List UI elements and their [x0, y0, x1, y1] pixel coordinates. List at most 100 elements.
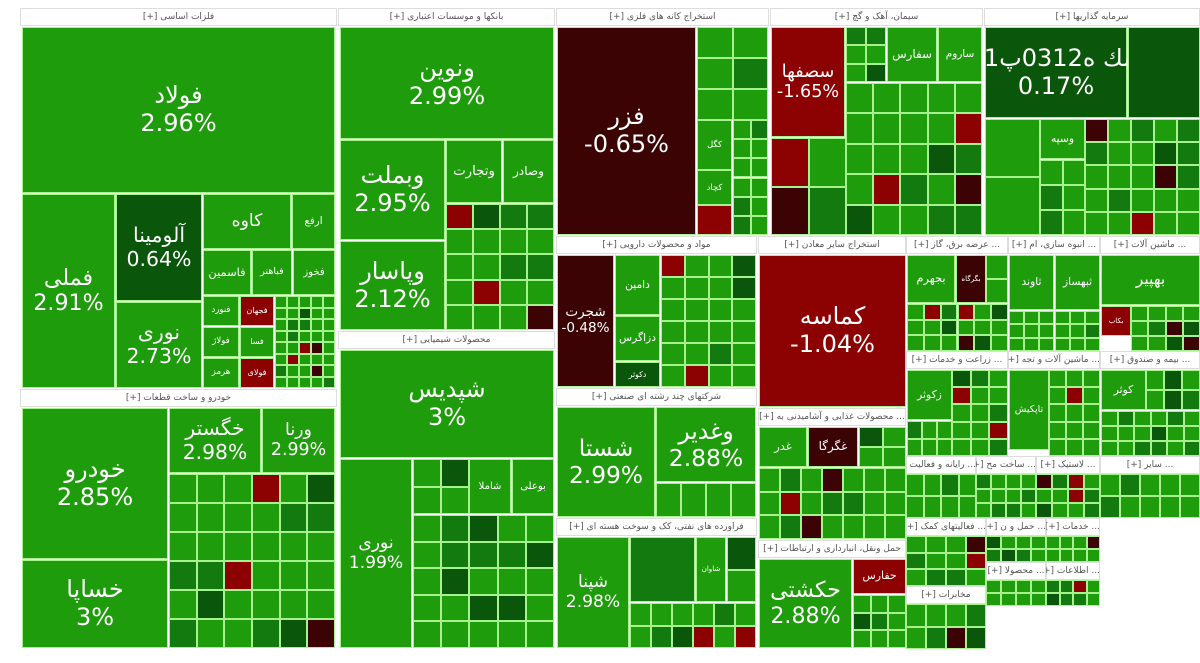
treemap-tile-small[interactable]	[1068, 488, 1084, 504]
sector-header[interactable]: مواد و محصولات دارویی [+]	[556, 236, 757, 254]
treemap-tile-small[interactable]	[196, 561, 225, 590]
sector-header[interactable]: استخراج کانه های فلزی [+]	[556, 8, 769, 26]
treemap-tile-small[interactable]	[946, 552, 966, 570]
treemap-tile-small[interactable]	[684, 277, 709, 299]
treemap-tile-small[interactable]	[693, 603, 714, 626]
treemap-tile-small[interactable]	[279, 590, 308, 619]
treemap-tile-small[interactable]	[873, 113, 901, 144]
treemap-tile-small[interactable]	[985, 177, 1040, 235]
treemap-tile-small[interactable]	[500, 279, 527, 305]
treemap-tile-small[interactable]	[801, 515, 822, 539]
treemap-tile-small[interactable]	[469, 621, 498, 648]
treemap-tile-small[interactable]	[279, 619, 308, 648]
treemap-tile-small[interactable]	[413, 459, 441, 487]
treemap-tile-small[interactable]	[1036, 503, 1052, 518]
treemap-tile-small[interactable]	[1009, 311, 1025, 325]
treemap-tile-small[interactable]	[630, 603, 651, 626]
treemap-tile-small[interactable]	[1117, 411, 1134, 426]
treemap-tile-small[interactable]	[708, 277, 733, 299]
sector-header[interactable]: خودرو و ساخت قطعات [+]	[20, 389, 337, 407]
treemap-tile-small[interactable]	[958, 474, 976, 496]
treemap-tile-small[interactable]	[1100, 474, 1120, 496]
treemap-tile-small[interactable]	[1167, 441, 1184, 456]
treemap-tile-small[interactable]	[923, 496, 941, 518]
treemap-tile-small[interactable]	[976, 474, 991, 489]
treemap-tile-small[interactable]	[1084, 324, 1100, 338]
treemap-tile[interactable]: بجهرم	[907, 255, 955, 303]
treemap-tile-small[interactable]	[275, 296, 287, 308]
treemap-tile-small[interactable]	[1016, 549, 1031, 562]
treemap-tile-small[interactable]	[906, 604, 926, 627]
treemap-tile-small[interactable]	[661, 277, 685, 299]
treemap-tile-small[interactable]	[906, 552, 926, 570]
treemap-tile-small[interactable]	[441, 621, 470, 648]
treemap-tile-small[interactable]	[252, 619, 280, 648]
treemap-tile-small[interactable]	[169, 503, 197, 532]
treemap-tile-small[interactable]	[1177, 119, 1200, 143]
treemap-tile[interactable]: تاپکیش	[1009, 370, 1049, 450]
treemap-tile-small[interactable]	[940, 335, 958, 351]
treemap-tile-small[interactable]	[1120, 474, 1140, 496]
treemap-tile[interactable]: زکوثر	[907, 370, 952, 420]
treemap-tile-small[interactable]	[252, 474, 280, 503]
treemap-tile-small[interactable]	[859, 447, 883, 467]
treemap-tile[interactable]: وپاسار 2.12%	[340, 241, 445, 330]
treemap-tile[interactable]: فولای	[240, 358, 274, 388]
treemap-tile-small[interactable]	[1086, 593, 1100, 606]
treemap-tile-small[interactable]	[937, 438, 952, 456]
treemap-tile-small[interactable]	[1016, 593, 1031, 606]
treemap-tile-small[interactable]	[1066, 404, 1083, 422]
treemap-tile-small[interactable]	[1068, 474, 1084, 489]
treemap-tile-small[interactable]	[976, 488, 991, 504]
treemap-tile-small[interactable]	[927, 174, 955, 205]
treemap-tile-small[interactable]	[1134, 441, 1151, 456]
treemap-tile-small[interactable]	[1084, 311, 1100, 325]
treemap-tile-small[interactable]	[275, 307, 287, 319]
sector-header[interactable]: ... سایر [+]	[1100, 456, 1200, 474]
treemap-tile-small[interactable]	[196, 619, 225, 648]
treemap-tile-small[interactable]	[651, 603, 672, 626]
treemap-tile[interactable]: بگرگاه	[956, 255, 986, 303]
treemap-tile[interactable]: حفارس	[853, 559, 906, 594]
treemap-tile-small[interactable]	[1182, 390, 1200, 410]
treemap-tile-small[interactable]	[906, 474, 924, 496]
treemap-tile-small[interactable]	[846, 63, 866, 82]
treemap-tile-small[interactable]	[853, 630, 871, 648]
treemap-tile-small[interactable]	[900, 83, 928, 114]
treemap-tile-small[interactable]	[873, 174, 901, 205]
treemap-tile-small[interactable]	[1062, 210, 1085, 235]
treemap-tile-small[interactable]	[1085, 211, 1108, 235]
treemap-tile-small[interactable]	[926, 536, 946, 553]
treemap-tile-small[interactable]	[966, 626, 986, 649]
treemap-tile-small[interactable]	[311, 307, 323, 319]
treemap-tile-small[interactable]	[311, 376, 323, 388]
treemap-tile-small[interactable]	[873, 83, 901, 114]
treemap-tile-small[interactable]	[986, 549, 1001, 562]
treemap-tile-small[interactable]	[1069, 337, 1085, 351]
treemap-tile-small[interactable]	[1031, 536, 1046, 549]
treemap-tile-small[interactable]	[727, 569, 756, 602]
treemap-tile[interactable]: هرمز	[203, 358, 239, 388]
treemap-tile-small[interactable]	[252, 590, 280, 619]
treemap-tile-small[interactable]	[1182, 306, 1200, 321]
treemap-tile-small[interactable]	[1040, 185, 1063, 210]
treemap-tile-small[interactable]	[1069, 311, 1085, 325]
treemap-tile-small[interactable]	[1084, 337, 1100, 351]
treemap-tile-small[interactable]	[1009, 337, 1025, 351]
treemap-tile-small[interactable]	[906, 536, 926, 553]
treemap-tile-small[interactable]	[446, 229, 473, 255]
treemap-tile-small[interactable]	[708, 343, 733, 365]
treemap-tile-small[interactable]	[1036, 474, 1052, 489]
treemap-tile-small[interactable]	[299, 376, 311, 388]
treemap-tile[interactable]: کچاد	[697, 170, 732, 205]
sector-header[interactable]: ... خدمات [+]	[1046, 518, 1100, 536]
treemap-tile-small[interactable]	[923, 335, 941, 351]
treemap-tile-small[interactable]	[1165, 321, 1183, 336]
treemap-tile-small[interactable]	[1108, 188, 1131, 212]
treemap-tile-small[interactable]	[413, 594, 442, 622]
treemap-tile-small[interactable]	[1150, 441, 1167, 456]
treemap-tile-small[interactable]	[1021, 503, 1036, 518]
treemap-tile-small[interactable]	[733, 196, 751, 216]
treemap-tile-small[interactable]	[1167, 426, 1184, 441]
treemap-tile-small[interactable]	[287, 307, 299, 319]
